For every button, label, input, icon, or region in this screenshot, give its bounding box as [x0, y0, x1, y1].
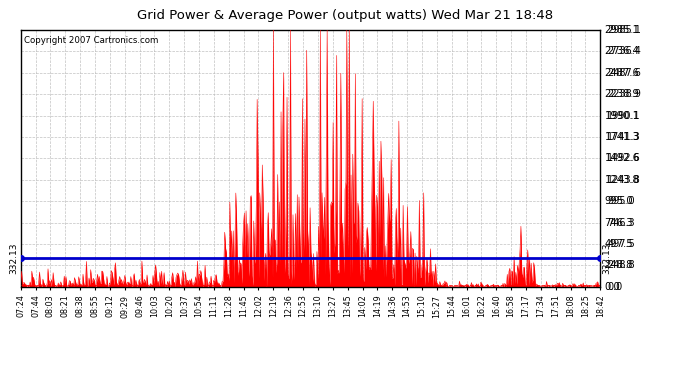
Text: 1741.3: 1741.3 [604, 132, 640, 142]
Text: 332.13: 332.13 [602, 243, 611, 274]
Text: Copyright 2007 Cartronics.com: Copyright 2007 Cartronics.com [24, 36, 159, 45]
Text: 248.8: 248.8 [607, 261, 635, 270]
Text: 2736.4: 2736.4 [604, 46, 640, 56]
Text: 497.5: 497.5 [607, 239, 635, 249]
Text: 2487.6: 2487.6 [604, 68, 640, 78]
Text: 2238.9: 2238.9 [604, 89, 640, 99]
Text: 0.0: 0.0 [604, 282, 620, 292]
Text: 497.5: 497.5 [604, 239, 633, 249]
Text: 0.0: 0.0 [607, 282, 622, 292]
Text: Grid Power & Average Power (output watts) Wed Mar 21 18:48: Grid Power & Average Power (output watts… [137, 9, 553, 22]
Text: 1741.3: 1741.3 [607, 132, 641, 142]
Text: 2487.6: 2487.6 [607, 68, 641, 78]
Text: 1243.8: 1243.8 [604, 175, 639, 185]
Text: 2985.1: 2985.1 [607, 25, 641, 35]
Text: 2238.9: 2238.9 [607, 89, 641, 99]
Text: 1492.6: 1492.6 [604, 153, 640, 164]
Text: 1492.6: 1492.6 [607, 153, 641, 164]
Text: 1990.1: 1990.1 [607, 111, 641, 121]
Text: 332.13: 332.13 [10, 243, 19, 274]
Text: 995.0: 995.0 [607, 196, 635, 206]
Text: 746.3: 746.3 [604, 217, 633, 228]
Text: 746.3: 746.3 [607, 217, 635, 228]
Text: 995.0: 995.0 [604, 196, 633, 206]
Text: 2985.1: 2985.1 [604, 25, 640, 35]
Text: 1243.8: 1243.8 [607, 175, 641, 185]
Text: 248.8: 248.8 [604, 261, 633, 270]
Text: 2736.4: 2736.4 [607, 46, 641, 56]
Text: 1990.1: 1990.1 [604, 111, 640, 121]
